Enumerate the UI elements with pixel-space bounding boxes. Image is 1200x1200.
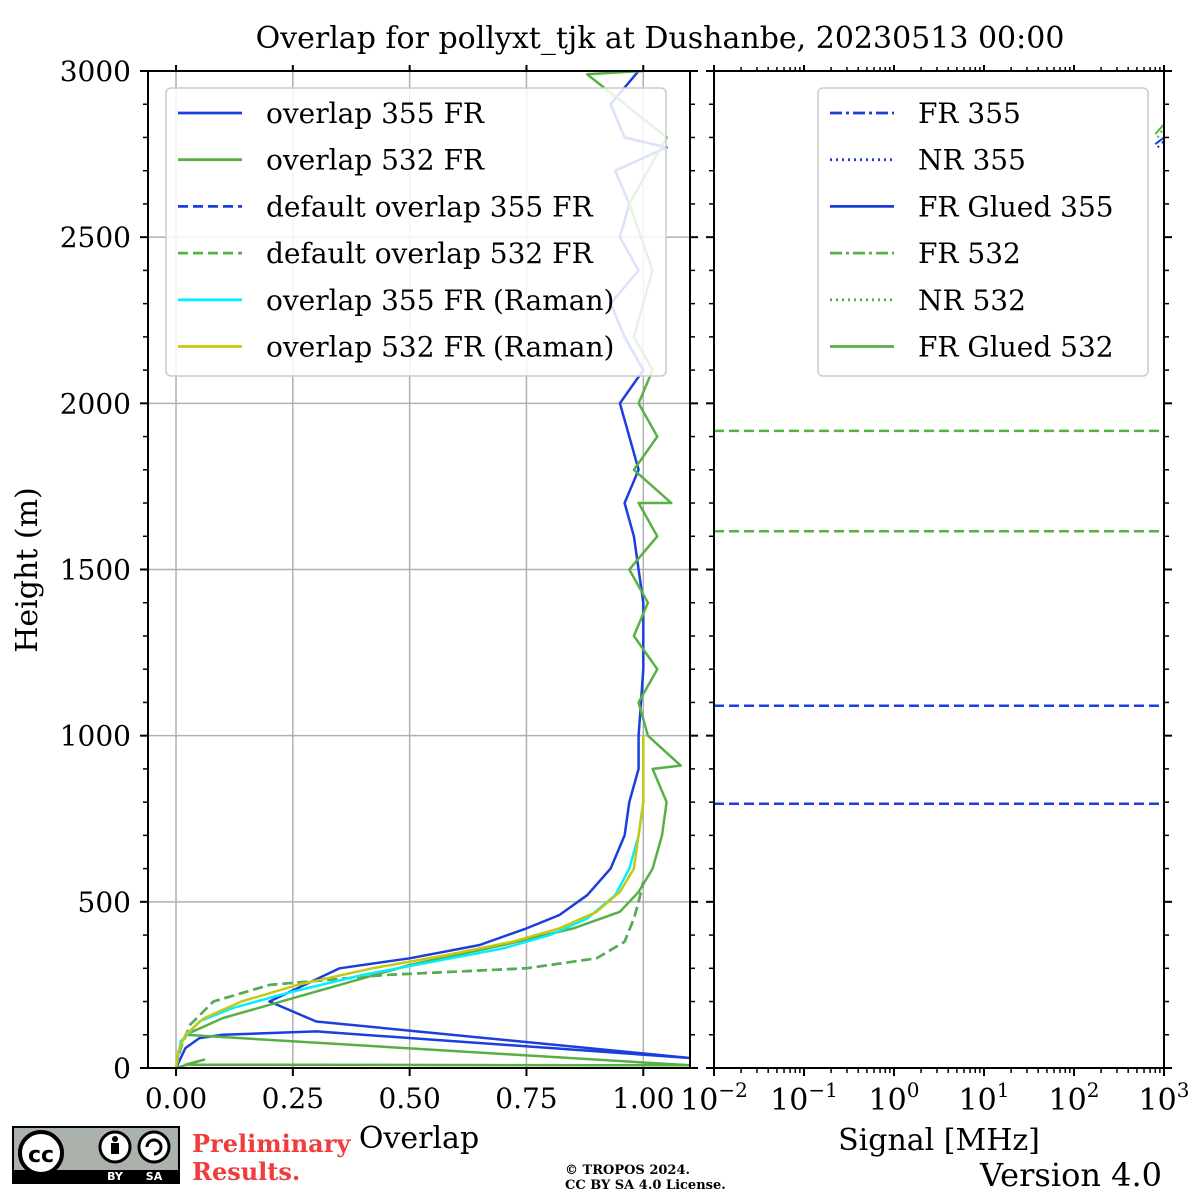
y-axis-label: Height (m) — [10, 487, 45, 652]
legend-overlap: overlap 355 FR overlap 532 FR default over… — [166, 88, 666, 376]
preliminary-note: Preliminary Results. — [192, 1130, 350, 1186]
x-tick-base: 10 — [1139, 1083, 1177, 1118]
x-tick-label: 102 — [1049, 1078, 1100, 1118]
cc-license-badge: cc BY SA — [12, 1126, 180, 1184]
cc-sa-label: SA — [146, 1170, 163, 1182]
legend-label-nr-532: NR 532 — [918, 284, 1026, 317]
x-axis-label: Signal [MHz] — [838, 1123, 1040, 1158]
x-tick-label: 103 — [1139, 1078, 1190, 1118]
series-fr-532 — [1155, 124, 1164, 134]
x-tick-base: 10 — [959, 1083, 997, 1118]
legend-label-fr-glued-532: FR Glued 532 — [918, 331, 1114, 364]
legend-label-default-overlap-532-fr: default overlap 532 FR — [266, 237, 594, 270]
y-tick-label: 500 — [78, 886, 131, 919]
x-tick-label: 10−2 — [680, 1078, 748, 1118]
version-label: Version 4.0 — [980, 1156, 1162, 1194]
x-tick-exponent: −2 — [718, 1078, 747, 1102]
legend-label-overlap-532-fr-raman: overlap 532 FR (Raman) — [266, 331, 614, 364]
legend-label-fr-glued-355: FR Glued 355 — [918, 190, 1114, 223]
legend-label-fr-355: FR 355 — [918, 97, 1021, 130]
overlap-panel: 0.00 0.25 0.50 0.75 1.00 0 500 1000 1500 2000 2500… — [10, 55, 698, 1156]
x-tick-label: 10−1 — [770, 1078, 838, 1118]
x-tick-base: 10 — [680, 1083, 718, 1118]
legend-label-nr-355: NR 355 — [918, 144, 1026, 177]
x-tick-exponent: −1 — [808, 1078, 837, 1102]
preliminary-line-2: Results. — [192, 1158, 350, 1186]
x-tick-label: 0.50 — [378, 1082, 440, 1115]
x-axis-label: Overlap — [359, 1121, 479, 1156]
x-tick-label: 0.25 — [262, 1082, 324, 1115]
x-tick-exponent: 0 — [907, 1078, 920, 1102]
y-tick-label: 1000 — [60, 720, 131, 753]
figure-title: Overlap for pollyxt_tjk at Dushanbe, 202… — [256, 21, 1065, 56]
x-tick-base: 10 — [869, 1083, 907, 1118]
copyright-line-2: CC BY SA 4.0 License. — [565, 1178, 726, 1193]
legend-label-overlap-355-fr: overlap 355 FR — [266, 97, 485, 130]
x-tick-label: 101 — [959, 1078, 1010, 1118]
x-tick-exponent: 3 — [1177, 1078, 1190, 1102]
legend-label-overlap-532-fr: overlap 532 FR — [266, 144, 485, 177]
x-tick-label: 0.75 — [495, 1082, 557, 1115]
x-tick-base: 10 — [770, 1083, 808, 1118]
legend-label-fr-532: FR 532 — [918, 237, 1021, 270]
copyright-line-1: © TROPOS 2024. — [565, 1163, 726, 1178]
x-tick-label: 1.00 — [612, 1082, 674, 1115]
y-tick-label: 2000 — [60, 387, 131, 420]
x-tick-label: 0.00 — [145, 1082, 207, 1115]
legend-signal: FR 355 NR 355 FR Glued 355 FR 532 NR 532 FR G… — [818, 88, 1148, 376]
y-tick-label: 1500 — [60, 554, 131, 587]
x-tick-base: 10 — [1049, 1083, 1087, 1118]
y-tick-label: 0 — [113, 1052, 131, 1085]
legend-label-overlap-355-fr-raman: overlap 355 FR (Raman) — [266, 284, 614, 317]
overlap-figure: Overlap for pollyxt_tjk at Dushanbe, 202… — [0, 0, 1200, 1200]
x-tick-exponent: 2 — [1087, 1078, 1100, 1102]
svg-text:cc: cc — [28, 1143, 54, 1168]
preliminary-line-1: Preliminary — [192, 1130, 350, 1158]
cc-by-label: BY — [107, 1170, 124, 1182]
x-tick-label: 100 — [869, 1078, 920, 1118]
legend-label-default-overlap-355-fr: default overlap 355 FR — [266, 190, 594, 223]
y-tick-label: 3000 — [60, 55, 131, 88]
sa-icon — [139, 1132, 169, 1162]
y-tick-label: 2500 — [60, 221, 131, 254]
x-tick-exponent: 1 — [997, 1078, 1010, 1102]
copyright-note: © TROPOS 2024. CC BY SA 4.0 License. — [565, 1163, 726, 1193]
